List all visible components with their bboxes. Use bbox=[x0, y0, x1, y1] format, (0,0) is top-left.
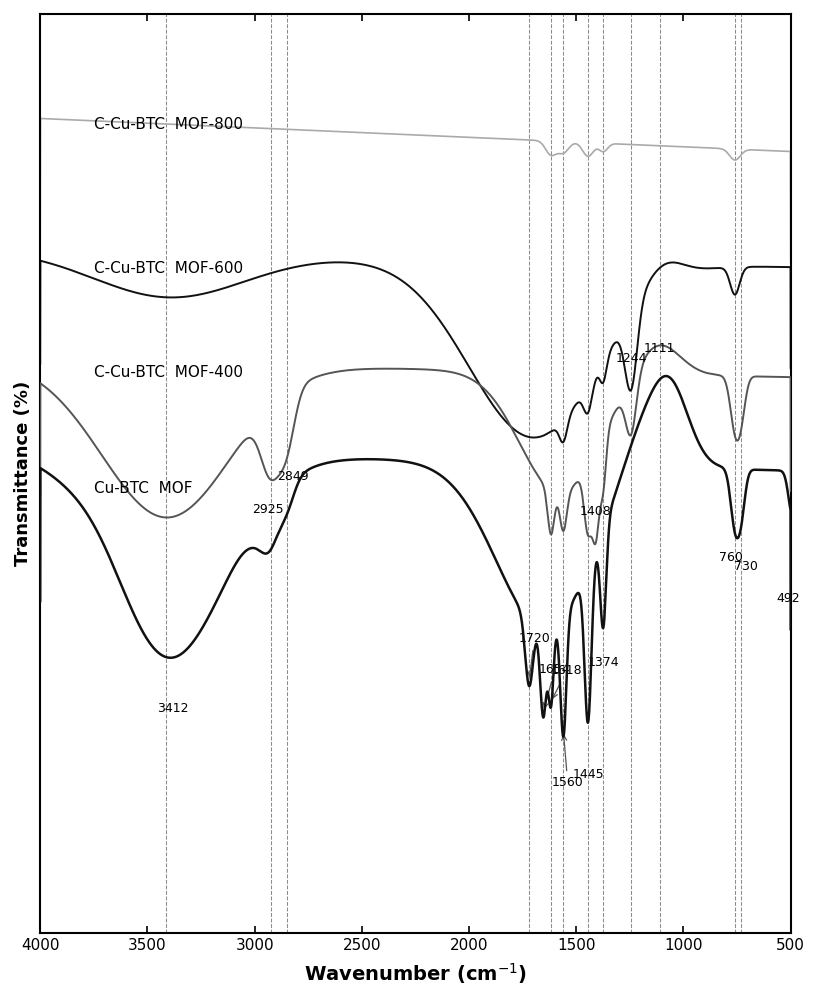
Text: 1654: 1654 bbox=[539, 663, 571, 708]
Text: 3412: 3412 bbox=[157, 702, 189, 715]
Text: 1618: 1618 bbox=[551, 664, 582, 698]
Text: 2925: 2925 bbox=[251, 503, 283, 516]
Text: 1111: 1111 bbox=[644, 342, 676, 355]
Text: C-Cu-BTC  MOF-600: C-Cu-BTC MOF-600 bbox=[94, 261, 243, 276]
X-axis label: Wavenumber (cm$^{-1}$): Wavenumber (cm$^{-1}$) bbox=[304, 961, 527, 986]
Text: 1560: 1560 bbox=[552, 735, 584, 789]
Text: Cu-BTC  MOF: Cu-BTC MOF bbox=[94, 481, 192, 496]
Y-axis label: Transmittance (%): Transmittance (%) bbox=[14, 381, 32, 566]
Text: 1408: 1408 bbox=[580, 505, 612, 518]
Text: 730: 730 bbox=[734, 560, 758, 573]
Text: 1244: 1244 bbox=[615, 352, 647, 365]
Text: 1374: 1374 bbox=[587, 656, 619, 669]
Text: C-Cu-BTC  MOF-800: C-Cu-BTC MOF-800 bbox=[94, 117, 242, 132]
Text: 2849: 2849 bbox=[278, 470, 309, 483]
Text: 760: 760 bbox=[719, 551, 743, 564]
Text: C-Cu-BTC  MOF-400: C-Cu-BTC MOF-400 bbox=[94, 365, 242, 380]
Text: 1720: 1720 bbox=[518, 632, 550, 676]
Text: 1445: 1445 bbox=[572, 768, 604, 781]
Text: 492: 492 bbox=[776, 592, 800, 605]
